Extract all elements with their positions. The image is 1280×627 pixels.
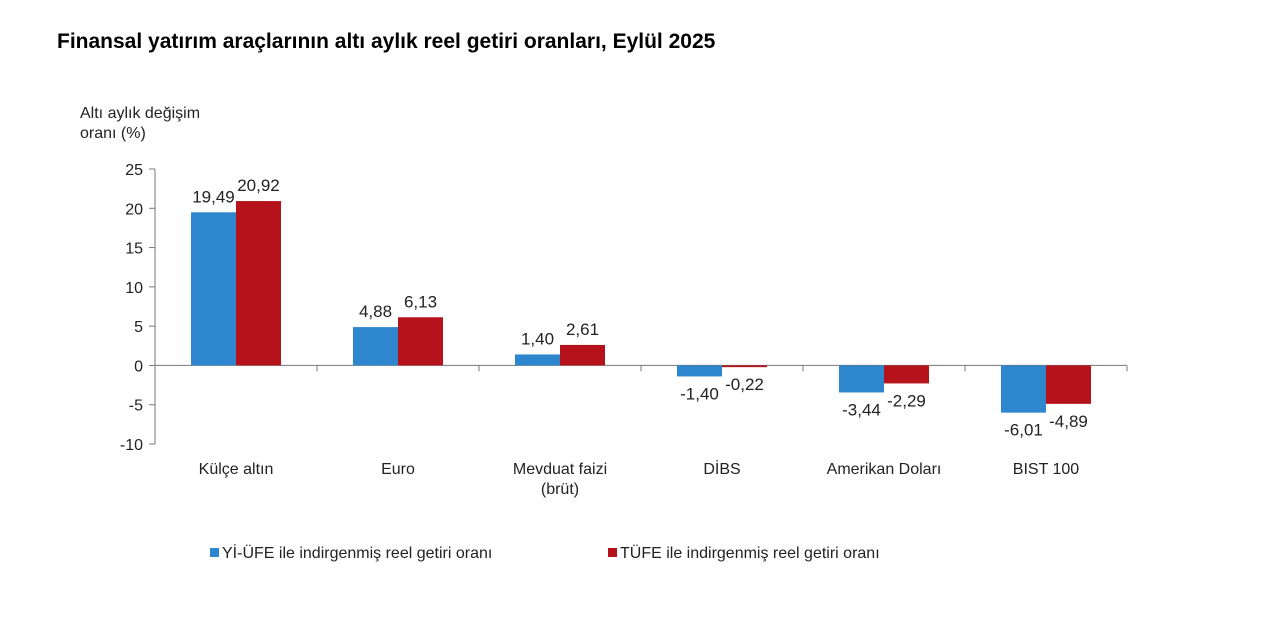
bar: [515, 354, 560, 366]
legend-label: Yİ-ÜFE ile indirgenmiş reel getiri oranı: [222, 543, 492, 562]
bar: [1001, 365, 1046, 413]
bar: [839, 365, 884, 393]
x-category-label: BIST 100: [1013, 461, 1080, 478]
x-category-label: Euro: [381, 461, 415, 478]
chart-title: Finansal yatırım araçlarının altı aylık …: [57, 30, 716, 53]
y-tick-label: -5: [129, 398, 143, 415]
y-axis-label: Altı aylık değişim: [80, 105, 200, 122]
legend-swatch: [210, 548, 219, 557]
data-label: 4,88: [359, 302, 392, 321]
x-category-label: Amerikan Doları: [827, 461, 942, 478]
y-tick-label: 15: [125, 241, 143, 258]
data-label: -6,01: [1004, 421, 1043, 440]
bar: [560, 344, 605, 366]
bar: [398, 317, 443, 366]
bar: [1046, 365, 1091, 404]
data-label: -1,40: [680, 384, 719, 403]
data-label: 6,13: [404, 292, 437, 311]
data-label: 2,61: [566, 320, 599, 339]
data-label: 19,49: [192, 187, 235, 206]
y-tick-label: 10: [125, 280, 143, 297]
data-label: 1,40: [521, 329, 554, 348]
bar: [191, 212, 236, 366]
bar: [884, 365, 929, 384]
x-category-label: Külçe altın: [199, 461, 274, 478]
bar: [236, 201, 281, 366]
y-tick-label: 0: [134, 358, 143, 375]
y-tick-label: -10: [120, 437, 143, 454]
x-category-label: (brüt): [541, 481, 579, 498]
data-label: 20,92: [237, 176, 280, 195]
x-category-label: Mevduat faizi: [513, 461, 607, 478]
data-label: -0,22: [725, 375, 764, 394]
y-tick-label: 5: [134, 319, 143, 336]
data-label: -3,44: [842, 400, 881, 419]
data-label: -2,29: [887, 391, 926, 410]
data-label: -4,89: [1049, 412, 1088, 431]
bar: [353, 327, 398, 366]
y-axis-label: oranı (%): [80, 125, 146, 142]
bar: [677, 365, 722, 377]
legend-label: TÜFE ile indirgenmiş reel getiri oranı: [620, 544, 880, 562]
legend-swatch: [608, 548, 617, 557]
y-tick-label: 25: [125, 162, 143, 179]
x-category-label: DİBS: [703, 459, 740, 478]
bar: [722, 365, 767, 368]
y-tick-label: 20: [125, 201, 143, 218]
